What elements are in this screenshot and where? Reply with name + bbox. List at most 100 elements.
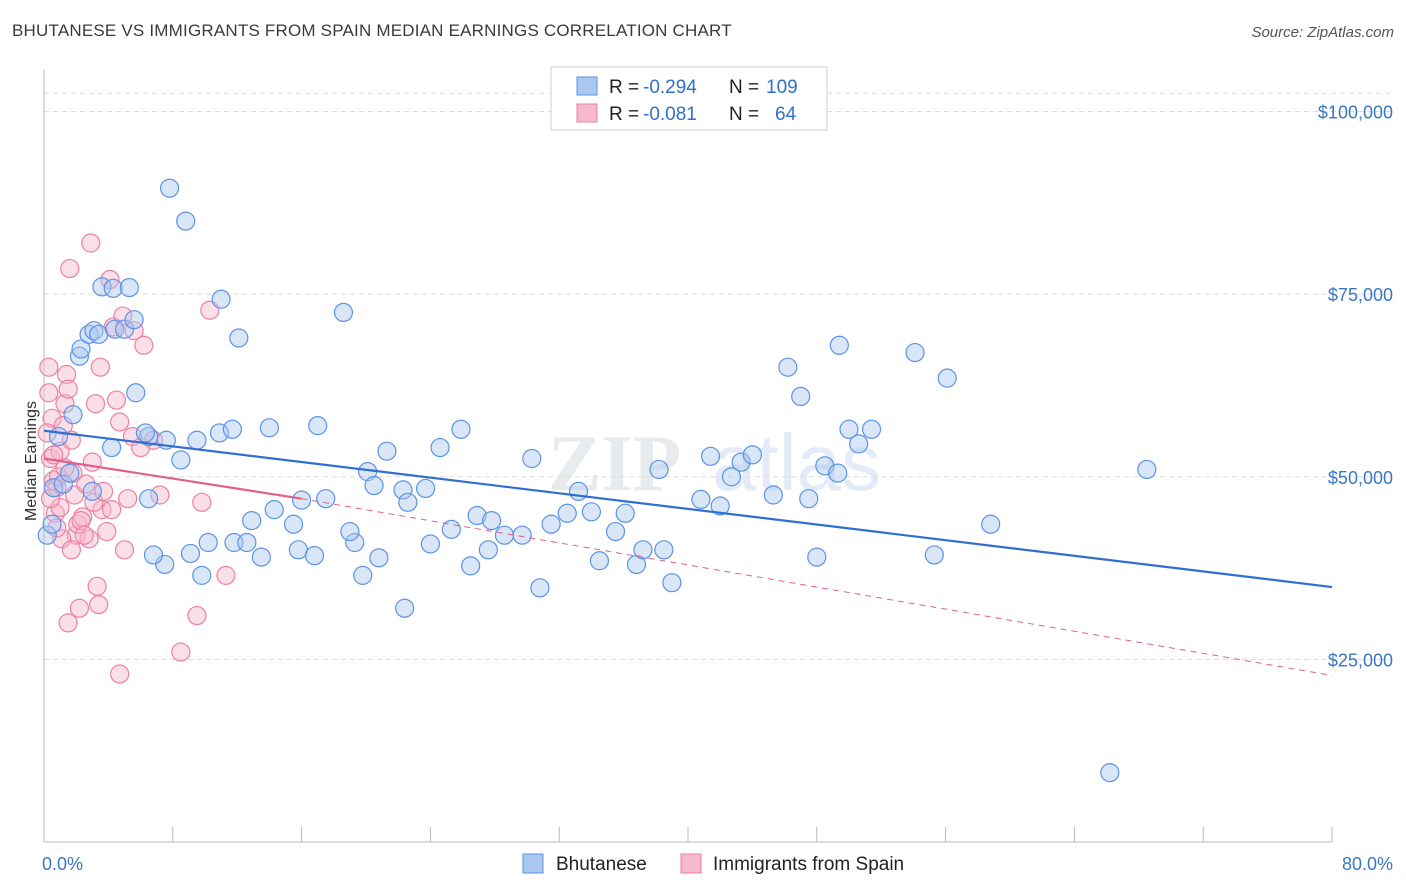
correlation-legend: R = -0.294 N = 109 R = -0.081 N = 64 <box>550 66 828 131</box>
point-bhutanese <box>530 578 550 598</box>
point-bhutanese <box>721 467 742 487</box>
legend-r-value-2: -0.081 <box>643 104 697 125</box>
legend-r-value-1: -0.294 <box>643 77 697 98</box>
point-bhutanese <box>494 525 515 545</box>
y-tick-label: $50,000 <box>1328 468 1393 488</box>
point-bhutanese <box>799 489 819 509</box>
point-immigrants-from-spain <box>42 408 62 428</box>
point-bhutanese <box>143 545 164 565</box>
point-bhutanese <box>48 426 69 447</box>
point-immigrants-from-spain <box>61 540 81 560</box>
point-immigrants-from-spain <box>110 412 130 432</box>
point-immigrants-from-spain <box>110 664 130 684</box>
point-bhutanese <box>430 437 450 458</box>
point-bhutanese <box>807 547 827 567</box>
point-bhutanese <box>710 496 730 516</box>
point-immigrants-from-spain <box>187 605 207 626</box>
point-immigrants-from-spain <box>55 394 75 414</box>
point-bhutanese <box>1100 763 1120 783</box>
point-bhutanese <box>89 324 109 344</box>
point-bhutanese <box>924 545 944 565</box>
point-bhutanese <box>135 423 156 443</box>
point-bhutanese <box>180 543 201 564</box>
point-bhutanese <box>102 437 122 458</box>
point-bhutanese <box>581 502 602 522</box>
point-bhutanese <box>1137 459 1157 480</box>
point-bhutanese <box>364 475 384 496</box>
watermark-atlas: atlas <box>712 418 881 507</box>
point-bhutanese <box>159 178 180 198</box>
legend-n-value-2: 64 <box>775 104 797 125</box>
point-bhutanese <box>778 357 798 377</box>
point-immigrants-from-spain <box>60 258 80 279</box>
point-bhutanese <box>105 319 125 339</box>
point-immigrants-from-spain <box>118 489 138 509</box>
point-immigrants-from-spain <box>87 576 107 596</box>
legend-r-label-2: R = <box>609 104 639 125</box>
point-bhutanese <box>700 446 721 466</box>
point-bhutanese <box>369 548 389 568</box>
point-bhutanese <box>259 418 279 438</box>
point-bhutanese <box>478 540 498 560</box>
point-immigrants-from-spain <box>102 500 122 520</box>
point-bhutanese <box>467 505 487 526</box>
point-immigrants-from-spain <box>93 481 114 501</box>
point-bhutanese <box>420 534 440 554</box>
point-bhutanese <box>451 419 471 439</box>
point-immigrants-from-spain <box>39 357 59 377</box>
point-immigrants-from-spain <box>216 565 236 585</box>
point-bhutanese <box>187 430 207 450</box>
point-bhutanese <box>654 540 674 560</box>
point-bhutanese <box>649 459 669 480</box>
point-bhutanese <box>237 532 257 553</box>
point-bhutanese <box>763 485 783 505</box>
series-legend: Bhutanese Immigrants from Spain <box>522 853 904 875</box>
point-immigrants-from-spain <box>71 510 91 531</box>
legend-n-label-2: N = <box>729 104 759 125</box>
bottom-legend-swatch-pink <box>680 853 702 874</box>
point-immigrants-from-spain <box>76 474 96 494</box>
point-bhutanese <box>340 521 360 542</box>
point-bhutanese <box>53 474 73 494</box>
point-bhutanese <box>69 346 90 366</box>
point-immigrants-from-spain <box>97 521 117 542</box>
point-bhutanese <box>791 386 811 407</box>
point-immigrants-from-spain <box>90 357 110 377</box>
point-bhutanese <box>393 480 413 500</box>
point-bhutanese <box>742 445 763 465</box>
point-bhutanese <box>42 514 62 534</box>
legend-n-label-1: N = <box>729 77 759 98</box>
y-tick-label: $25,000 <box>1328 650 1393 670</box>
point-immigrants-from-spain <box>39 383 59 403</box>
point-bhutanese <box>60 463 80 483</box>
point-bhutanese <box>377 441 397 461</box>
point-bhutanese <box>283 514 304 534</box>
x-tick-label-min: 0.0% <box>42 854 83 874</box>
point-immigrants-from-spain <box>56 364 77 385</box>
point-bhutanese <box>353 565 373 585</box>
point-bhutanese <box>541 514 561 534</box>
point-immigrants-from-spain <box>106 390 127 410</box>
point-bhutanese <box>103 278 123 298</box>
point-bhutanese <box>568 481 589 501</box>
point-bhutanese <box>605 521 626 542</box>
point-bhutanese <box>633 540 653 560</box>
point-bhutanese <box>126 383 146 403</box>
point-bhutanese <box>139 489 159 509</box>
trend-lines <box>43 429 1333 676</box>
point-bhutanese <box>304 546 325 566</box>
point-bhutanese <box>222 419 242 439</box>
point-bhutanese <box>981 514 1001 534</box>
legend-swatch-pink <box>576 103 598 123</box>
legend-r-label-1: R = <box>609 77 639 98</box>
point-bhutanese <box>829 335 849 355</box>
point-bhutanese <box>731 452 751 472</box>
point-immigrants-from-spain <box>192 492 212 512</box>
point-bhutanese <box>849 434 869 454</box>
point-bhutanese <box>415 478 436 499</box>
point-bhutanese <box>461 556 481 576</box>
point-immigrants-from-spain <box>114 540 135 560</box>
trend-line-spain <box>43 457 302 500</box>
point-bhutanese <box>691 489 711 510</box>
